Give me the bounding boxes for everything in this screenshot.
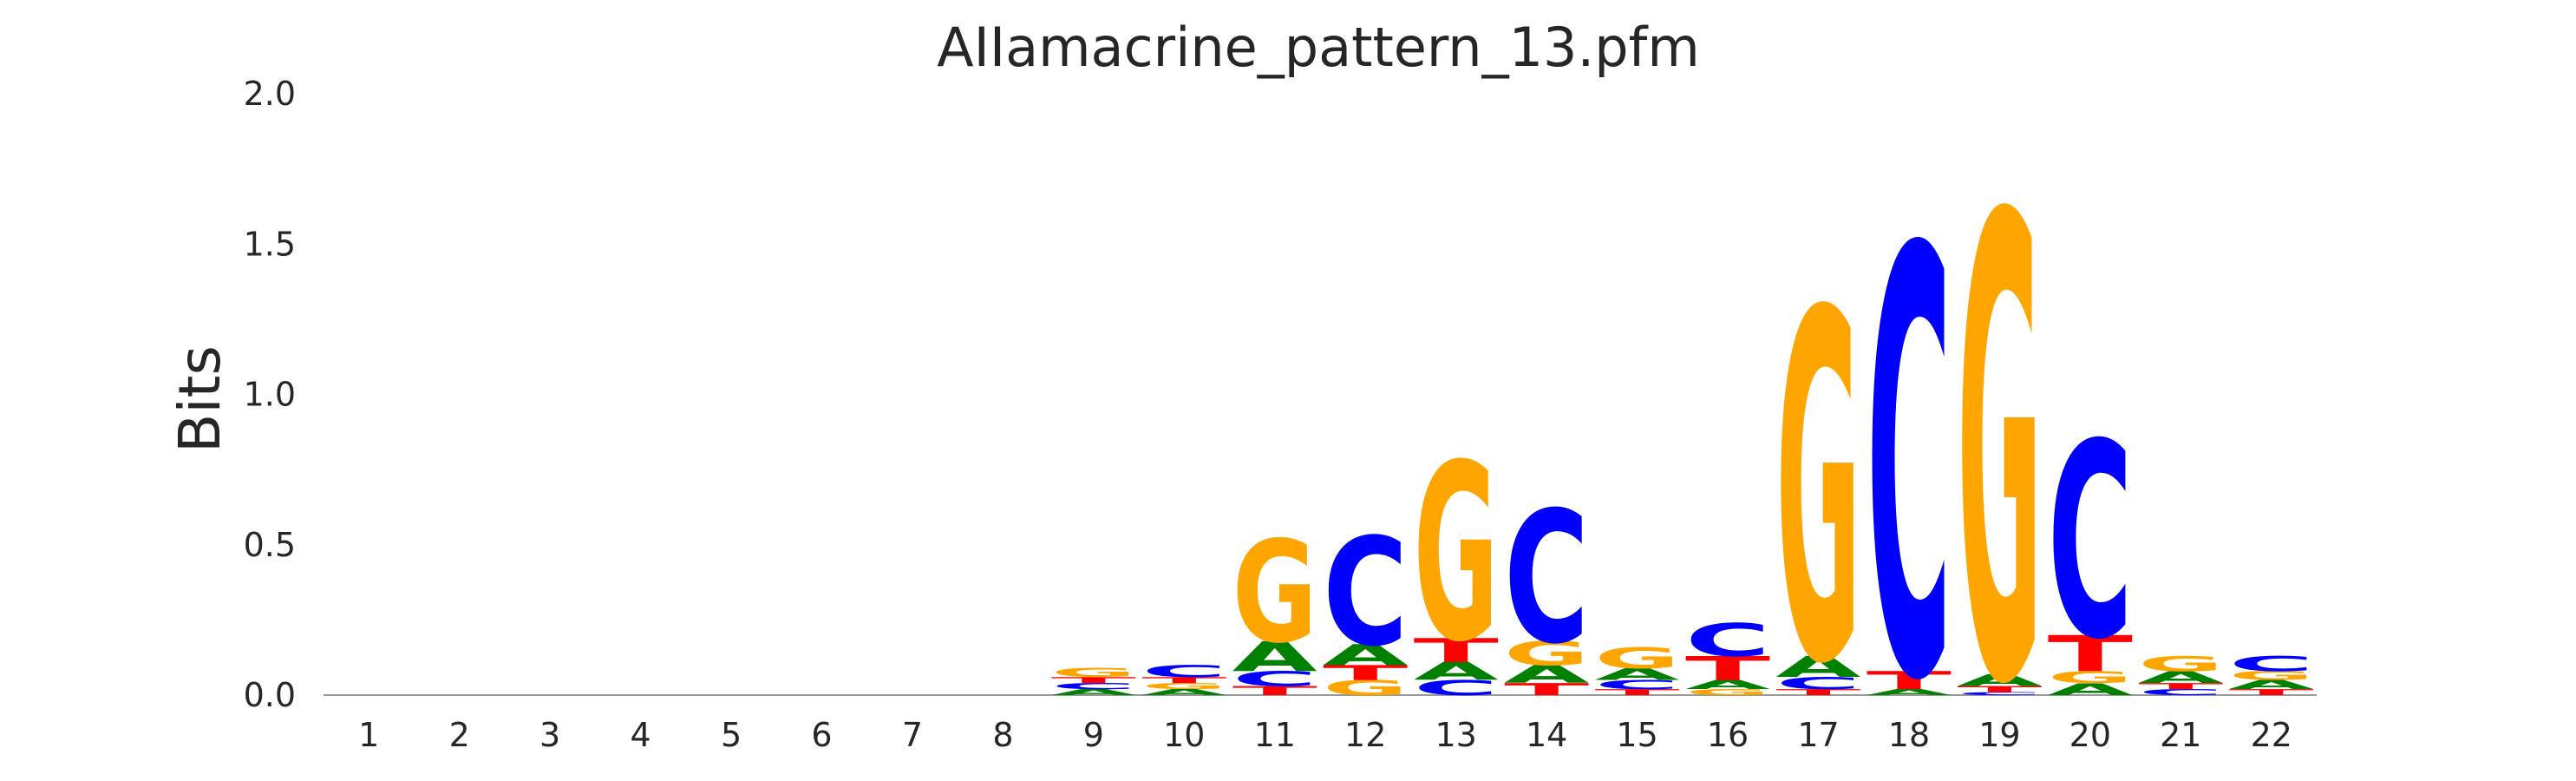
letter: G xyxy=(1957,87,2042,781)
letter: G xyxy=(2229,669,2314,684)
letter: T xyxy=(2138,681,2224,691)
letter: C xyxy=(1414,676,1499,699)
letter: C xyxy=(2229,653,2314,676)
x-tick-label: 19 xyxy=(1978,716,2020,754)
x-tick-label: 7 xyxy=(902,716,923,754)
letter: C xyxy=(1504,473,1589,685)
x-tick-label: 21 xyxy=(2160,716,2201,754)
letter: G xyxy=(2138,653,2223,676)
x-tick-label: 4 xyxy=(630,716,651,754)
letter: T xyxy=(1504,679,1589,699)
letter: G xyxy=(1323,676,1408,699)
letter: G xyxy=(2048,667,2133,686)
letter: A xyxy=(2048,679,2134,699)
x-tick-label: 15 xyxy=(1616,716,1657,754)
x-tick-label: 18 xyxy=(1888,716,1930,754)
y-tick-label: 2.0 xyxy=(244,75,296,113)
x-tick-label: 20 xyxy=(2069,716,2111,754)
x-tick-label: 17 xyxy=(1797,716,1839,754)
letter: G xyxy=(1141,681,1226,691)
letter: G xyxy=(1051,666,1136,680)
x-tick-label: 10 xyxy=(1163,716,1205,754)
x-tick-label: 14 xyxy=(1526,716,1567,754)
letter: A xyxy=(1323,639,1409,673)
letter: G xyxy=(1504,634,1589,673)
letter: T xyxy=(1232,684,1318,699)
x-tick-label: 9 xyxy=(1083,716,1104,754)
letter: A xyxy=(2138,667,2224,686)
letter: G xyxy=(1232,510,1317,674)
letter: C xyxy=(1594,678,1679,692)
letter: T xyxy=(1414,632,1500,670)
letter: G xyxy=(1414,412,1499,695)
letter: G xyxy=(1594,641,1679,675)
x-tick-label: 2 xyxy=(449,716,470,754)
letter: C xyxy=(1323,508,1408,680)
letter: G xyxy=(1775,214,1860,770)
x-tick-label: 11 xyxy=(1254,716,1296,754)
letter: A xyxy=(1414,658,1499,686)
letter: T xyxy=(1775,687,1861,697)
x-tick-label: 16 xyxy=(1707,716,1749,754)
letter: C xyxy=(1957,692,2042,697)
letter: A xyxy=(1685,678,1770,692)
letter: A xyxy=(1504,660,1589,689)
letter: C xyxy=(1141,662,1226,681)
letter: T xyxy=(1323,661,1409,685)
letter: T xyxy=(2048,626,2134,683)
x-tick-label: 1 xyxy=(358,716,379,754)
letter: A xyxy=(2229,678,2314,692)
letter: T xyxy=(1594,687,1680,697)
letter: C xyxy=(1775,673,1860,692)
chart-title: AIIamacrine_pattern_13.pfm xyxy=(937,16,1700,79)
letter: A xyxy=(1775,650,1861,684)
y-tick-label: 1.0 xyxy=(244,376,296,414)
letter: A xyxy=(1232,633,1318,681)
x-tick-label: 8 xyxy=(992,716,1013,754)
x-tick-label: 22 xyxy=(2251,716,2292,754)
letter: T xyxy=(2229,687,2315,697)
letter: C xyxy=(2138,687,2223,697)
letter: T xyxy=(1141,675,1227,685)
letter: C xyxy=(2048,387,2133,699)
y-axis-label: Bits xyxy=(167,345,233,453)
letter: T xyxy=(1867,666,1952,695)
letter: C xyxy=(1051,681,1136,691)
letter: T xyxy=(1957,685,2043,694)
letter: C xyxy=(1685,614,1770,667)
y-tick-label: 0.0 xyxy=(244,676,296,714)
letter: A xyxy=(1141,687,1226,697)
x-tick-label: 6 xyxy=(811,716,832,754)
x-tick-label: 13 xyxy=(1435,716,1477,754)
letter: C xyxy=(1232,667,1317,691)
x-tick-label: 12 xyxy=(1344,716,1386,754)
y-tick-label: 0.5 xyxy=(244,526,296,564)
letter: G xyxy=(1685,687,1770,697)
letter: T xyxy=(1051,675,1137,685)
letter: A xyxy=(1957,671,2043,690)
letter: C xyxy=(1867,128,1952,781)
x-tick-label: 3 xyxy=(539,716,560,754)
letter: A xyxy=(1594,665,1680,684)
letter: T xyxy=(1685,650,1771,688)
y-tick-label: 1.5 xyxy=(244,225,296,263)
letter: A xyxy=(1867,687,1952,697)
x-tick-label: 5 xyxy=(721,716,742,754)
letter: A xyxy=(1051,687,1136,697)
